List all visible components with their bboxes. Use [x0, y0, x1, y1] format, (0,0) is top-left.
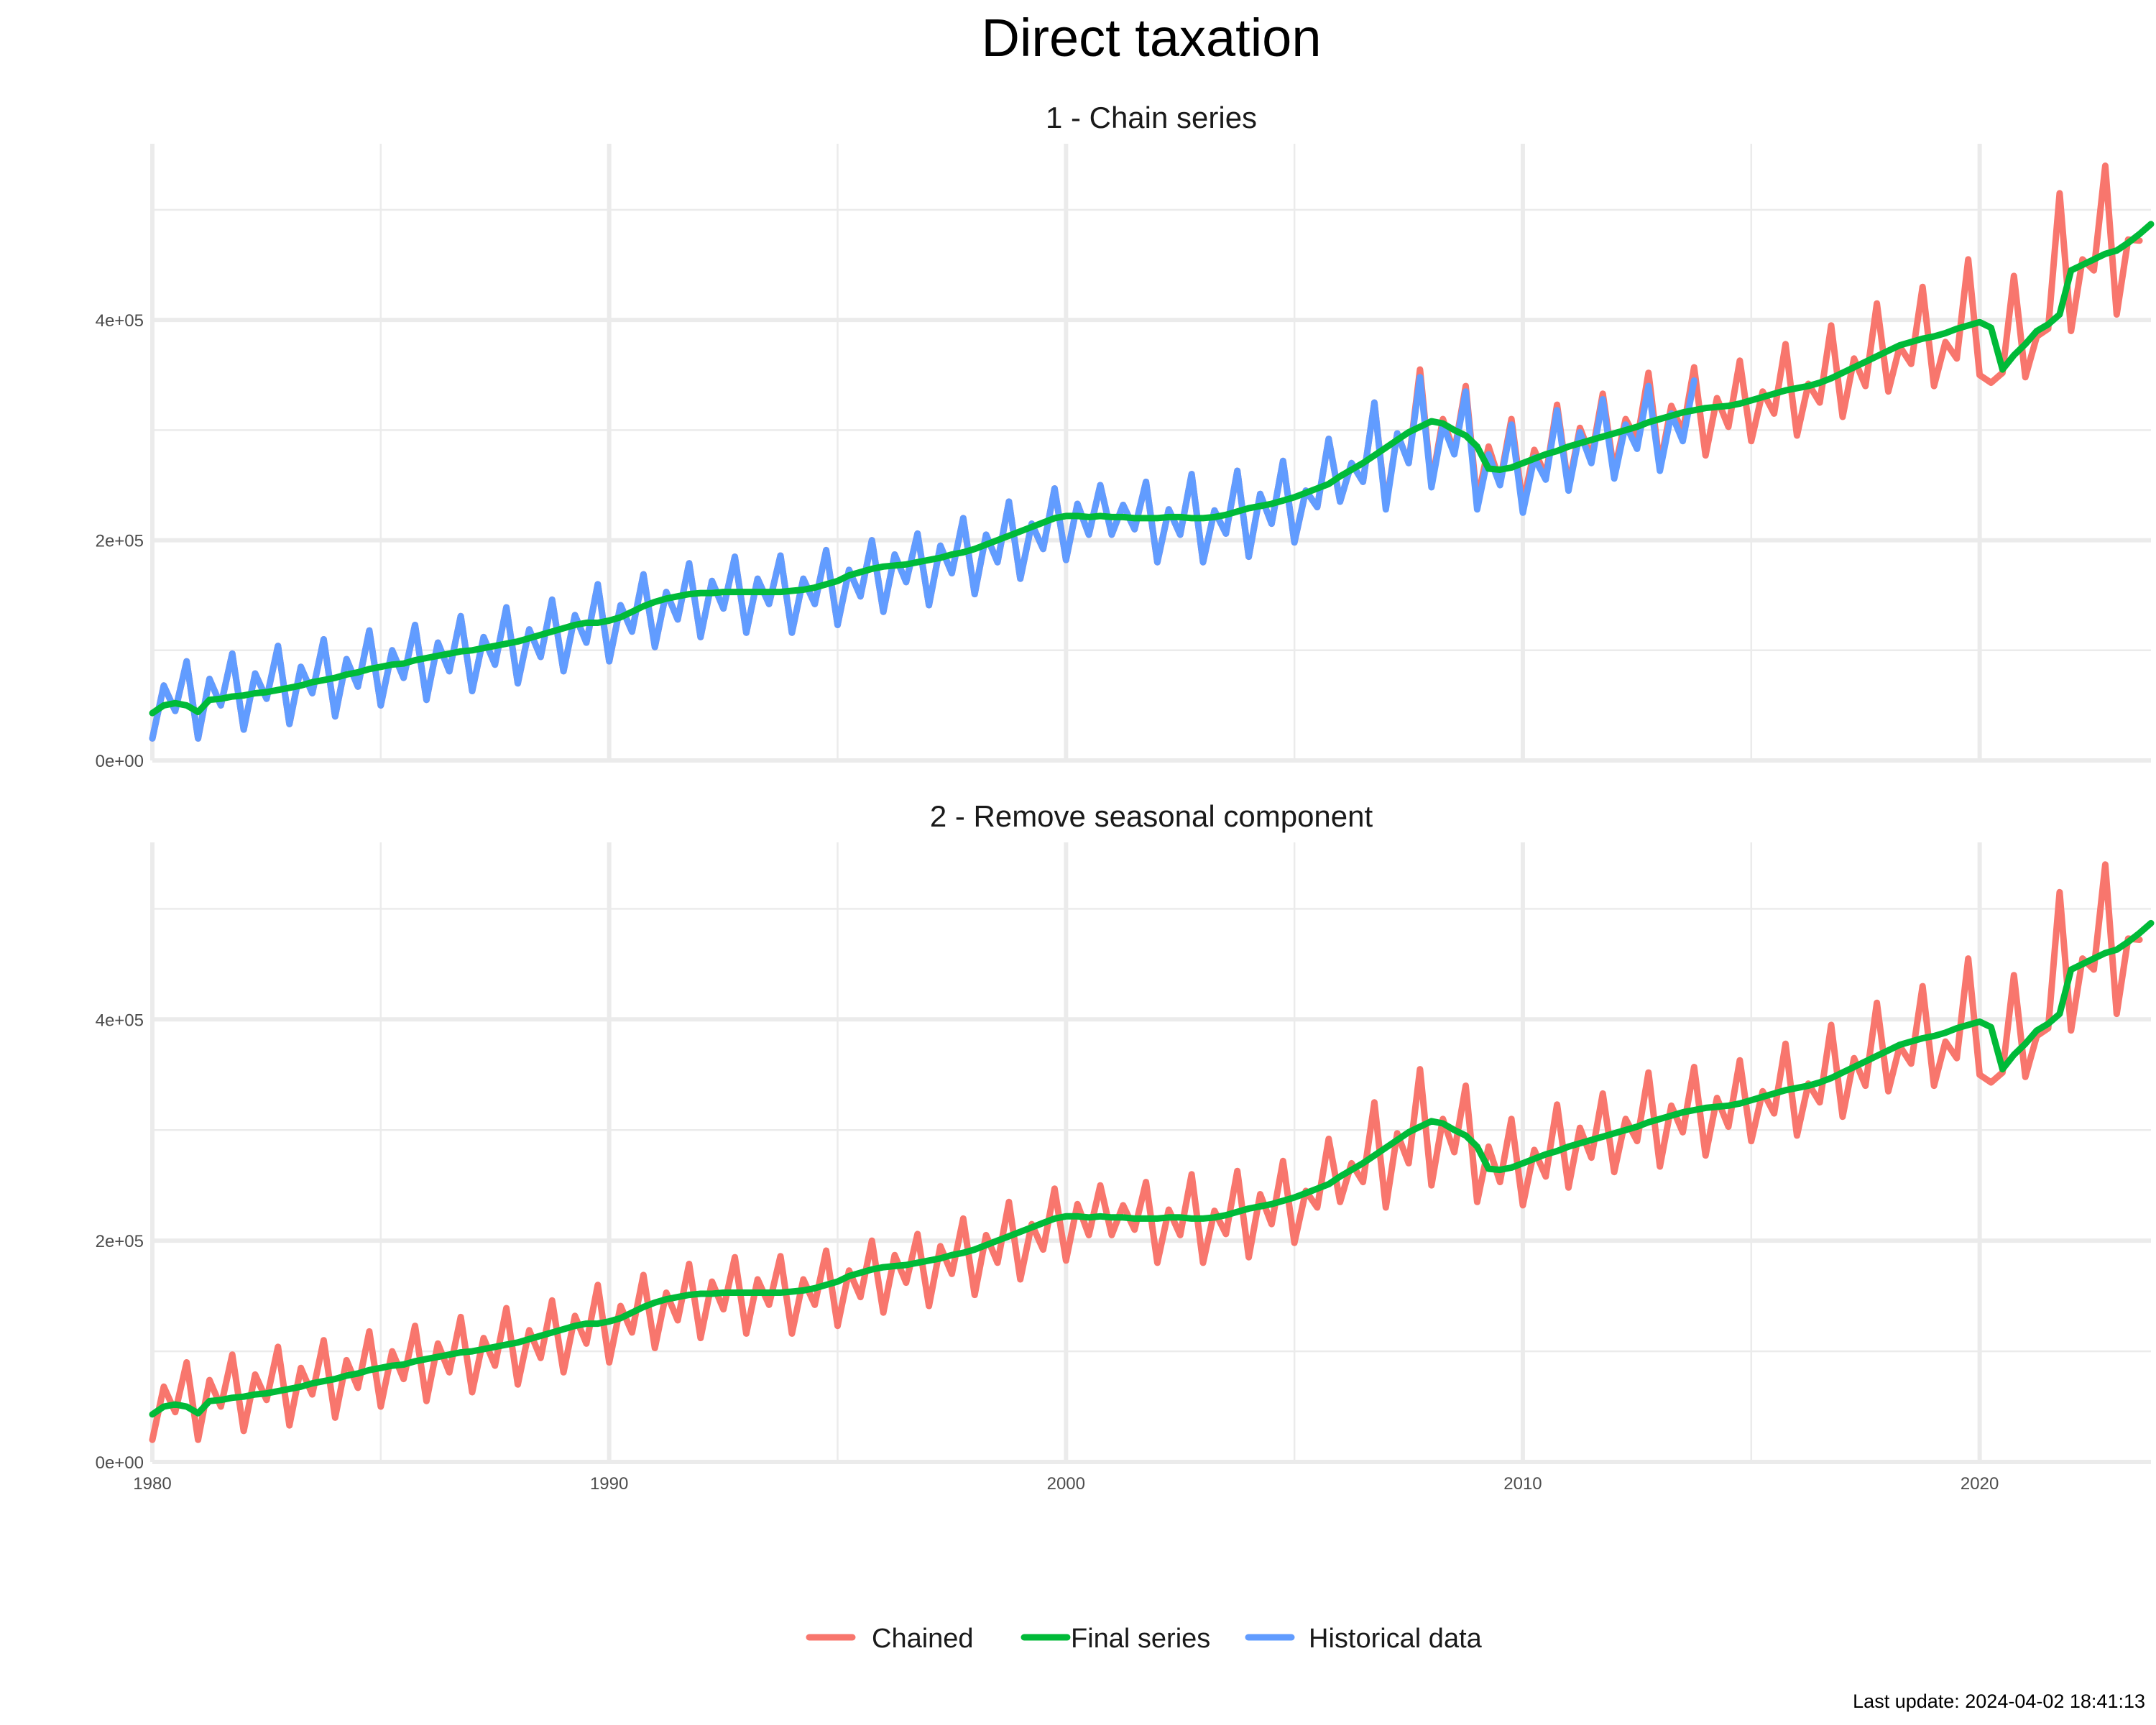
legend-label-final-series: Final series: [1071, 1624, 1210, 1654]
x-tick-label: 2020: [1961, 1474, 1999, 1494]
x-axis: 1980 1990 2000 2010 2020: [133, 1474, 1999, 1494]
legend-label-chained: Chained: [872, 1624, 974, 1654]
series-line-final-series: [149, 221, 2155, 717]
x-tick-label: 2010: [1503, 1474, 1542, 1494]
x-tick-label: 1990: [590, 1474, 628, 1494]
panel-chain-series: 0e+00 2e+05 4e+05: [96, 144, 2155, 771]
panel-remove-seasonal: 0e+00 2e+05 4e+05: [96, 842, 2155, 1473]
panel-2-title: 2 - Remove seasonal component: [930, 799, 1373, 833]
series-line-final-series: [149, 919, 2155, 1418]
series-line-historical-data: [149, 374, 1697, 742]
x-tick-label: 2000: [1047, 1474, 1085, 1494]
y-tick-label: 2e+05: [96, 1232, 144, 1251]
y-tick-label: 4e+05: [96, 1011, 144, 1030]
legend-label-historical-data: Historical data: [1309, 1624, 1483, 1654]
panel-1-title: 1 - Chain series: [1046, 101, 1257, 134]
last-update-caption: Last update: 2024-04-02 18:41:13: [1853, 1690, 2145, 1712]
chart-title: Direct taxation: [982, 8, 1322, 68]
x-tick-label: 1980: [133, 1474, 171, 1494]
y-tick-label: 2e+05: [96, 532, 144, 551]
y-tick-label: 0e+00: [96, 1453, 144, 1473]
legend: Chained Final series Historical data: [806, 1624, 1483, 1654]
y-tick-label: 0e+00: [96, 752, 144, 771]
y-tick-label: 4e+05: [96, 311, 144, 331]
